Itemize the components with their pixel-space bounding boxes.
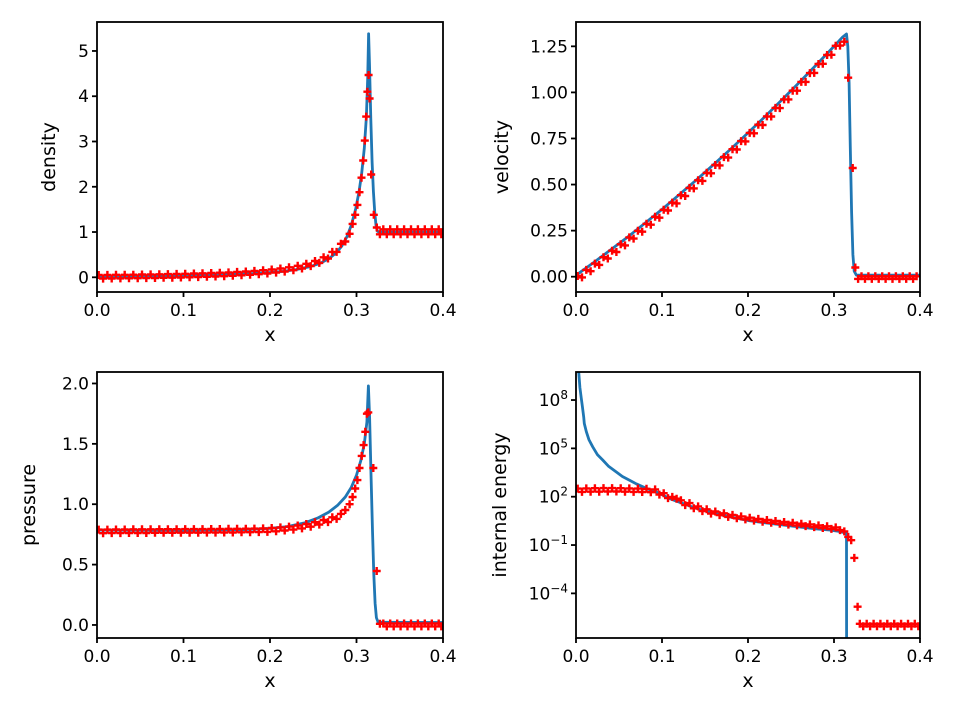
plot-area [97,32,443,283]
subplot-velocity: 0.0 0.1 0.2 0.3 0.4 0.00 0.25 0.50 0.75 1.00 1.25 x… [480,0,960,360]
x-tick-label: 0.4 [429,647,456,667]
chart-canvas-velocity: 0.0 0.1 0.2 0.3 0.4 0.00 0.25 0.50 0.75 1.00 1.25 x… [491,21,934,346]
y-axis-label: pressure [18,464,40,546]
y-axis-label: density [38,122,60,192]
plot-frame [575,371,921,639]
x-tick-label: 0.2 [734,647,761,667]
y-tick-label: 4 [78,87,89,107]
y-tick-label: 0.0 [62,616,89,636]
x-axis-label: x [742,670,753,692]
x-tick-label: 0.0 [562,301,589,321]
plot-area [576,372,920,638]
y-tick-label: 0.25 [530,222,568,242]
y-axis-label: internal energy [489,432,511,577]
subplot-internal-energy: 0.0 0.1 0.2 0.3 0.4 108 105 102 10−1 10−4 x interna… [480,360,960,720]
simulation-markers [576,37,920,283]
x-tick-label: 0.0 [83,301,110,321]
chart-canvas-internal-energy: 0.0 0.1 0.2 0.3 0.4 108 105 102 10−1 10−4 x interna… [489,371,934,692]
x-tick-label: 0.3 [343,647,370,667]
chart-canvas-density: 0.0 0.1 0.2 0.3 0.4 0 1 2 3 4 5 x density [38,21,457,346]
plot-area [97,384,443,631]
y-tick-label: 2 [78,178,89,198]
y-tick-label: 1.0 [62,495,89,515]
x-tick-label: 0.4 [429,301,456,321]
exact-solution-line [97,32,443,279]
x-tick-label: 0.2 [256,301,283,321]
x-tick-label: 0.1 [170,647,197,667]
y-tick-label: 105 [539,436,568,459]
plot-frame [96,371,444,639]
x-tick-label: 0.4 [906,647,933,667]
x-tick-label: 0.3 [343,301,370,321]
plot-frame [575,21,921,293]
y-tick-label: 0.75 [530,129,568,149]
x-axis-label: x [264,324,275,346]
x-tick-label: 0.1 [170,301,197,321]
y-tick-label: 1 [78,223,89,243]
y-axis-label: velocity [491,120,513,194]
x-axis-label: x [264,670,275,692]
y-tick-label: 1.5 [62,435,89,455]
x-axis-label: x [742,324,753,346]
subplot-pressure: 0.0 0.1 0.2 0.3 0.4 0.0 0.5 1.0 1.5 2.0 x pressure [0,360,480,720]
y-tick-label: 1.00 [530,83,568,103]
x-tick-label: 0.0 [562,647,589,667]
x-tick-label: 0.2 [734,301,761,321]
x-tick-label: 0.2 [256,647,283,667]
simulation-markers [97,71,443,283]
y-tick-label: 3 [78,132,89,152]
y-tick-label: 10−4 [529,581,568,604]
subplot-density: 0.0 0.1 0.2 0.3 0.4 0 1 2 3 4 5 x density [0,0,480,360]
y-tick-label: 1.25 [530,37,568,57]
y-tick-label: 10−1 [529,533,568,556]
y-tick-label: 0.5 [62,556,89,576]
y-tick-label: 2.0 [62,374,89,394]
exact-solution-line [97,384,443,624]
y-tick-label: 102 [539,485,568,508]
x-tick-label: 0.3 [820,647,847,667]
x-tick-label: 0.1 [648,301,675,321]
x-tick-label: 0.0 [83,647,110,667]
exact-solution-line [577,372,848,638]
y-tick-label: 5 [78,42,89,62]
x-tick-label: 0.4 [906,301,933,321]
x-tick-label: 0.3 [820,301,847,321]
simulation-markers [97,408,443,631]
plot-frame [96,21,444,293]
x-tick-label: 0.1 [648,647,675,667]
exact-solution-line [576,32,920,277]
y-tick-label: 0 [78,268,89,288]
plot-area [576,32,920,283]
y-tick-label: 0.50 [530,176,568,196]
y-tick-label: 108 [539,388,568,411]
y-tick-label: 0.00 [530,268,568,288]
chart-canvas-pressure: 0.0 0.1 0.2 0.3 0.4 0.0 0.5 1.0 1.5 2.0 x pressure [18,371,457,692]
simulation-markers [576,484,920,631]
